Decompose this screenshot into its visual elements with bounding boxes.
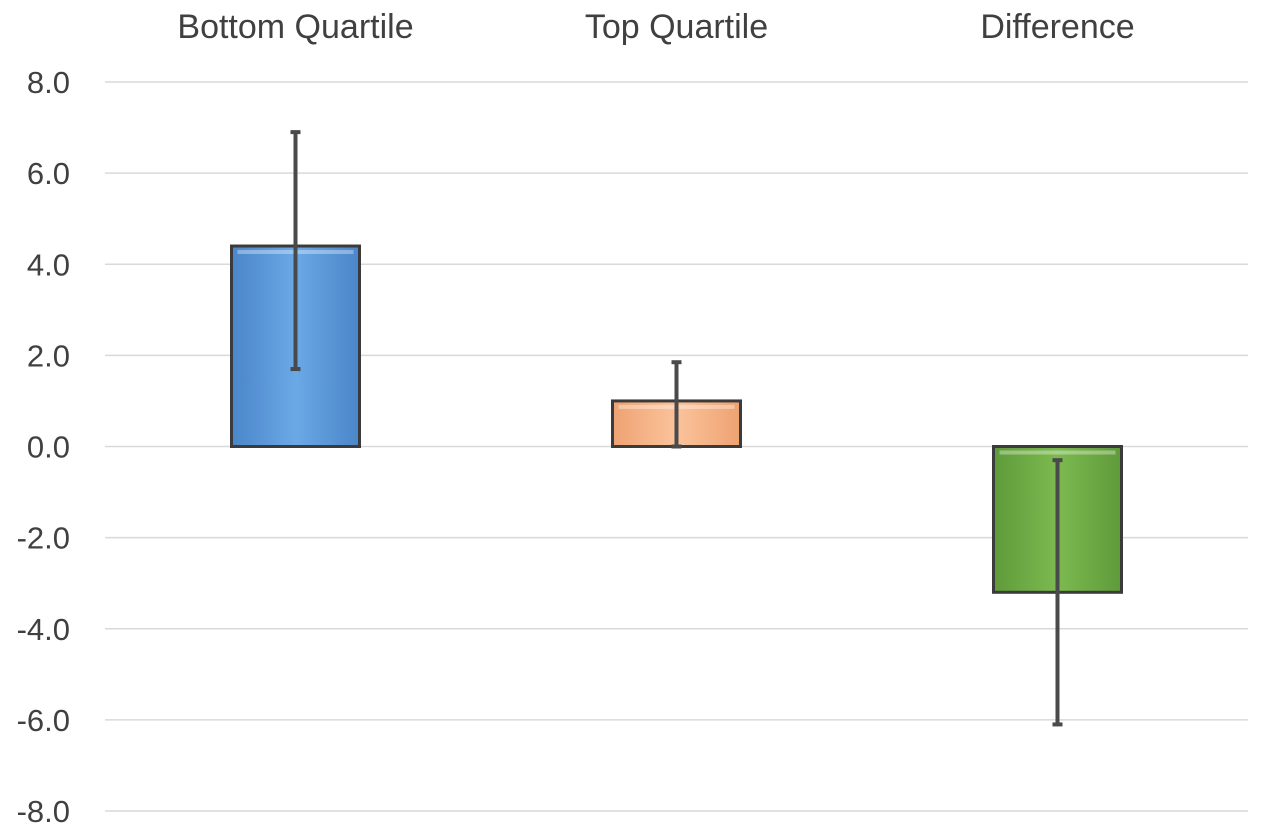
y-tick-label: 4.0 [27,247,70,282]
y-tick-label: -8.0 [17,794,70,824]
y-tick-label: -6.0 [17,703,70,738]
y-tick-label: -2.0 [17,521,70,556]
y-tick-label: -4.0 [17,612,70,647]
y-tick-label: 8.0 [27,65,70,100]
bar-highlight [999,450,1116,455]
category-label: Bottom Quartile [177,8,413,46]
category-labels: Bottom Quartile Top Quartile Difference [177,8,1134,46]
y-tick-label: 0.0 [27,430,70,465]
y-tick-label: 6.0 [27,156,70,191]
y-axis-tick-labels: 8.0 6.0 4.0 2.0 0.0 -2.0 -4.0 -6.0 -8.0 [17,65,70,824]
error-bars [290,130,1063,727]
category-label: Top Quartile [585,8,768,46]
category-label: Difference [980,8,1134,46]
y-tick-label: 2.0 [27,338,70,373]
